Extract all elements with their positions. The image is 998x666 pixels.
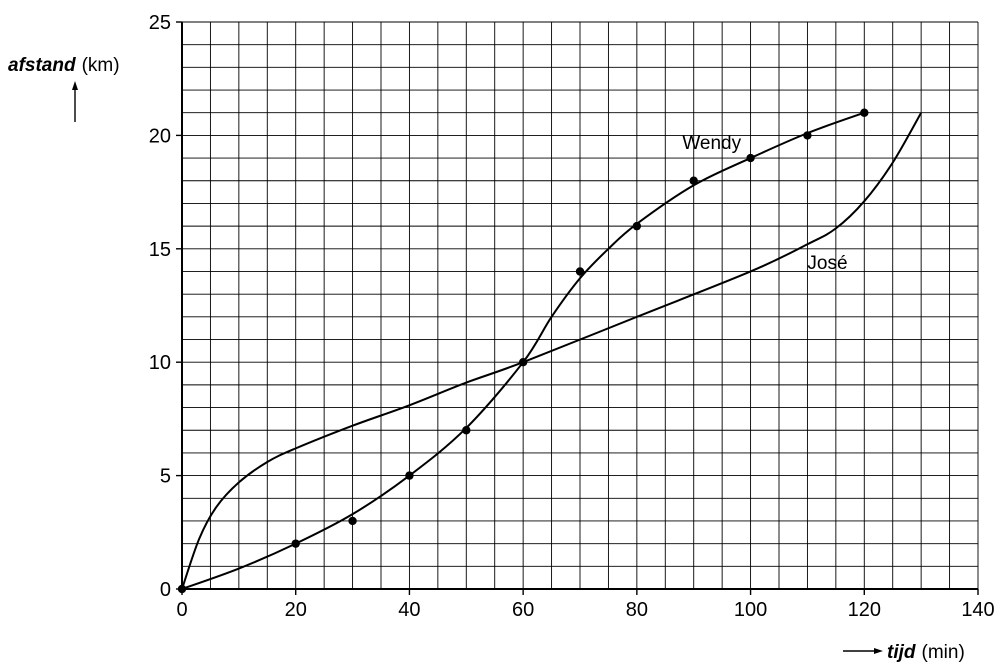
x-tick-label: 80 [626, 599, 648, 621]
series: Wendy José [177, 108, 923, 594]
data-point-wendy [746, 153, 755, 163]
y-axis-arrow-icon [72, 81, 78, 122]
series-line-jose [181, 112, 923, 590]
data-point-wendy [689, 176, 698, 185]
y-tick-label: 25 [149, 12, 171, 34]
x-tick-label: 140 [961, 599, 994, 621]
x-tick-label: 20 [285, 599, 307, 621]
x-tick-label: 40 [398, 599, 420, 621]
tick-labels: 0 20 40 60 80 100 120 140 0 5 10 15 20 25 [149, 12, 995, 621]
data-point-wendy [405, 471, 414, 480]
y-tick-label: 0 [160, 579, 171, 601]
y-tick-label: 15 [149, 239, 171, 261]
axes [176, 21, 979, 595]
grid [181, 21, 979, 590]
x-tick-label: 120 [848, 599, 881, 621]
series-line-wendy [181, 111, 865, 590]
data-point-wendy [575, 267, 585, 276]
series-label-jose: José [807, 253, 847, 274]
data-point-wendy [632, 221, 642, 231]
data-point-wendy [291, 539, 300, 548]
x-axis-unit: (min) [922, 642, 965, 663]
data-point-wendy [348, 516, 357, 526]
data-point-wendy [803, 131, 812, 140]
y-tick-label: 5 [160, 466, 171, 488]
y-tick-label: 20 [149, 125, 171, 147]
x-tick-label: 100 [734, 599, 767, 621]
x-tick-label: 0 [176, 599, 187, 621]
x-tick-label: 60 [512, 599, 534, 621]
data-point-wendy [462, 426, 471, 435]
y-axis-title: afstand (km) [8, 55, 120, 76]
series-label-wendy: Wendy [682, 133, 741, 154]
y-axis-unit: (km) [82, 55, 120, 76]
x-axis-name: tijd [887, 642, 916, 663]
y-tick-label: 10 [149, 352, 171, 374]
data-point-wendy [860, 108, 869, 117]
x-axis-arrow-icon [843, 648, 883, 654]
y-axis-name: afstand [8, 55, 76, 76]
x-axis-title: tijd (min) [887, 642, 965, 663]
